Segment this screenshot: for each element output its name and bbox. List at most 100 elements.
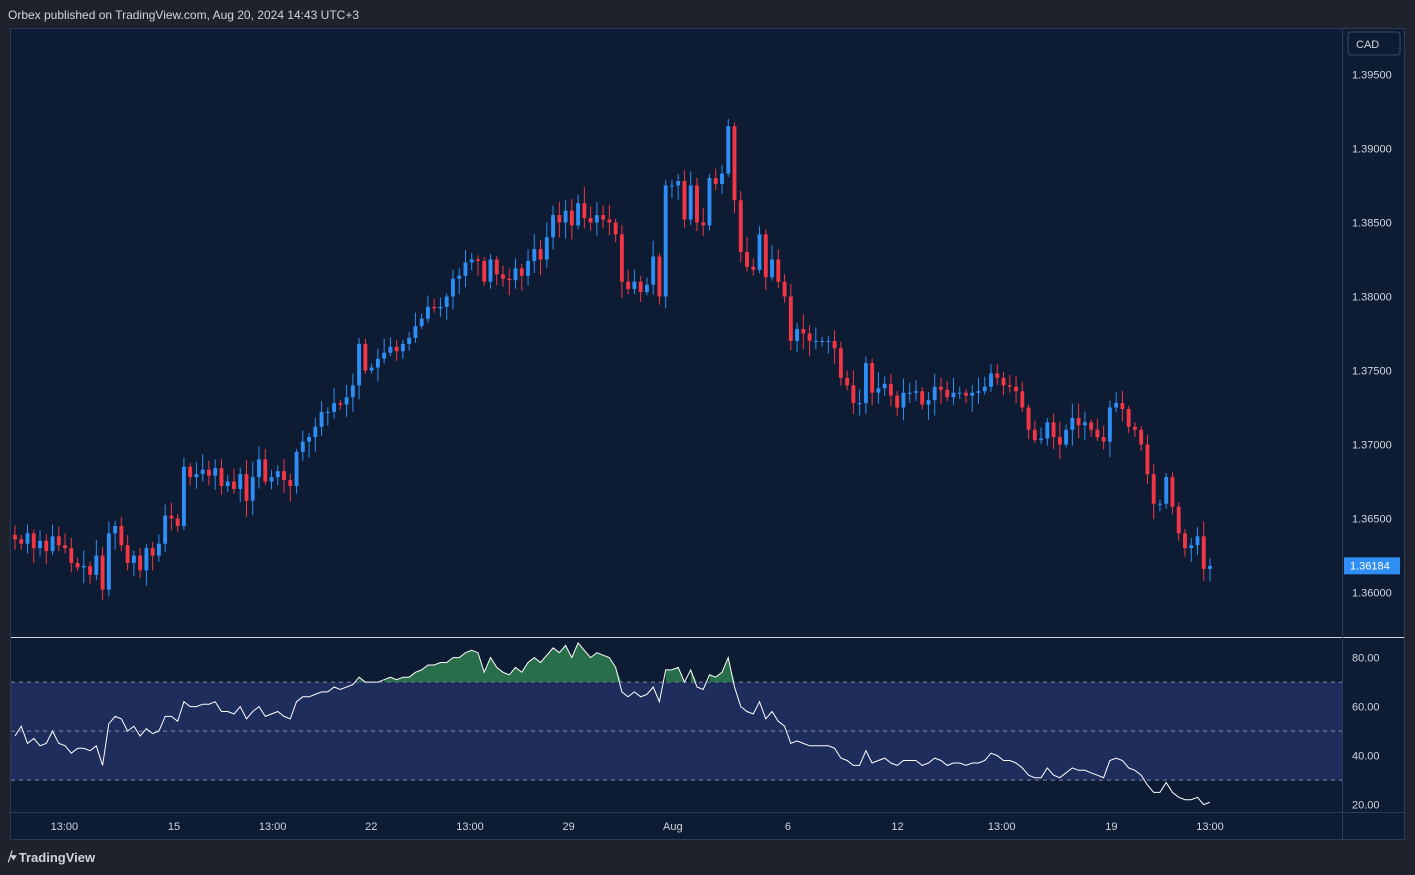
candle <box>175 513 180 532</box>
candle <box>200 454 205 482</box>
candle-body <box>19 539 24 544</box>
candle <box>519 263 524 291</box>
candle <box>294 448 299 494</box>
candle-body <box>557 215 562 223</box>
candle-body <box>1007 385 1012 387</box>
candle-body <box>457 275 462 279</box>
candle-body <box>44 540 49 552</box>
candle <box>169 502 174 531</box>
candle <box>688 171 693 225</box>
candle <box>838 341 843 386</box>
candle-body <box>932 386 937 401</box>
time-tick-label: 22 <box>365 821 377 833</box>
candle <box>451 269 455 310</box>
candle-body <box>1195 536 1200 546</box>
candle <box>19 534 24 550</box>
rsi-tick-label: 40.00 <box>1352 751 1380 763</box>
candle <box>250 461 255 516</box>
candle-body <box>188 466 193 478</box>
candle-body <box>407 337 412 344</box>
candle <box>876 372 881 404</box>
candle <box>720 165 724 194</box>
candle <box>776 249 781 289</box>
tradingview-logo[interactable]: ⧸▾ TradingView <box>8 849 95 865</box>
candle-body <box>444 296 449 307</box>
candle <box>219 459 224 495</box>
last-price-tag <box>1344 557 1400 575</box>
candle-body <box>144 548 149 571</box>
candle <box>257 446 261 489</box>
candle <box>1195 527 1200 556</box>
publisher-text: Orbex published on TradingView.com, Aug … <box>8 8 360 22</box>
candle-body <box>482 260 487 282</box>
candle-body <box>1107 407 1112 442</box>
candle-body <box>907 392 912 394</box>
candle-body <box>807 333 812 341</box>
candle <box>81 550 86 584</box>
candle <box>1070 403 1075 446</box>
candle <box>88 561 93 584</box>
candle <box>476 255 480 276</box>
candle-body <box>238 474 243 489</box>
candle-body <box>588 218 593 223</box>
time-tick-label: 19 <box>1105 821 1117 833</box>
candle-body <box>257 459 261 478</box>
candle-body <box>413 326 418 338</box>
candles <box>13 118 1212 600</box>
candle-body <box>720 173 724 184</box>
candle <box>50 524 55 556</box>
candle-body <box>488 259 493 282</box>
candle <box>1039 427 1044 445</box>
candle-body <box>269 477 274 482</box>
candle <box>751 258 756 276</box>
candle <box>682 170 687 228</box>
candle-body <box>626 281 631 290</box>
candle <box>269 469 274 490</box>
price-tick-label: 1.37500 <box>1352 366 1392 378</box>
candle <box>676 173 681 201</box>
time-tick-label: 29 <box>563 821 575 833</box>
candle <box>263 448 268 485</box>
candle <box>156 534 161 562</box>
candle-body <box>582 203 587 219</box>
candle <box>857 389 862 416</box>
candle <box>407 331 412 351</box>
candle-body <box>888 383 893 396</box>
candle <box>1045 418 1050 446</box>
candle-body <box>476 259 480 261</box>
candle-body <box>613 222 618 235</box>
candle-body <box>657 256 662 297</box>
candle-body <box>469 259 474 263</box>
candle <box>851 370 856 415</box>
candle <box>163 504 168 553</box>
candle <box>551 205 556 250</box>
candle-body <box>795 329 800 341</box>
candle-body <box>1057 437 1062 445</box>
candle-body <box>695 185 699 223</box>
candle-body <box>400 343 405 352</box>
candle-body <box>100 555 105 590</box>
candle <box>613 218 618 243</box>
candle-body <box>282 471 286 481</box>
candle <box>1001 371 1006 396</box>
candle-body <box>1020 391 1025 408</box>
candle-body <box>232 481 236 489</box>
candle-body <box>250 477 255 501</box>
candle-body <box>382 352 387 359</box>
candle-body <box>38 540 42 549</box>
candle <box>425 295 430 323</box>
candle <box>726 118 731 177</box>
price-tick-label: 1.38000 <box>1352 291 1392 303</box>
candle-body <box>688 185 693 220</box>
candle-body <box>770 259 774 278</box>
tradingview-brand-name: TradingView <box>18 849 96 865</box>
candle-body <box>125 545 130 563</box>
candle <box>663 180 668 309</box>
candle <box>144 544 149 586</box>
candle-body <box>964 392 968 396</box>
candle <box>13 525 17 550</box>
candle <box>375 348 380 382</box>
candle <box>1164 473 1169 509</box>
candle-body <box>1114 403 1119 408</box>
